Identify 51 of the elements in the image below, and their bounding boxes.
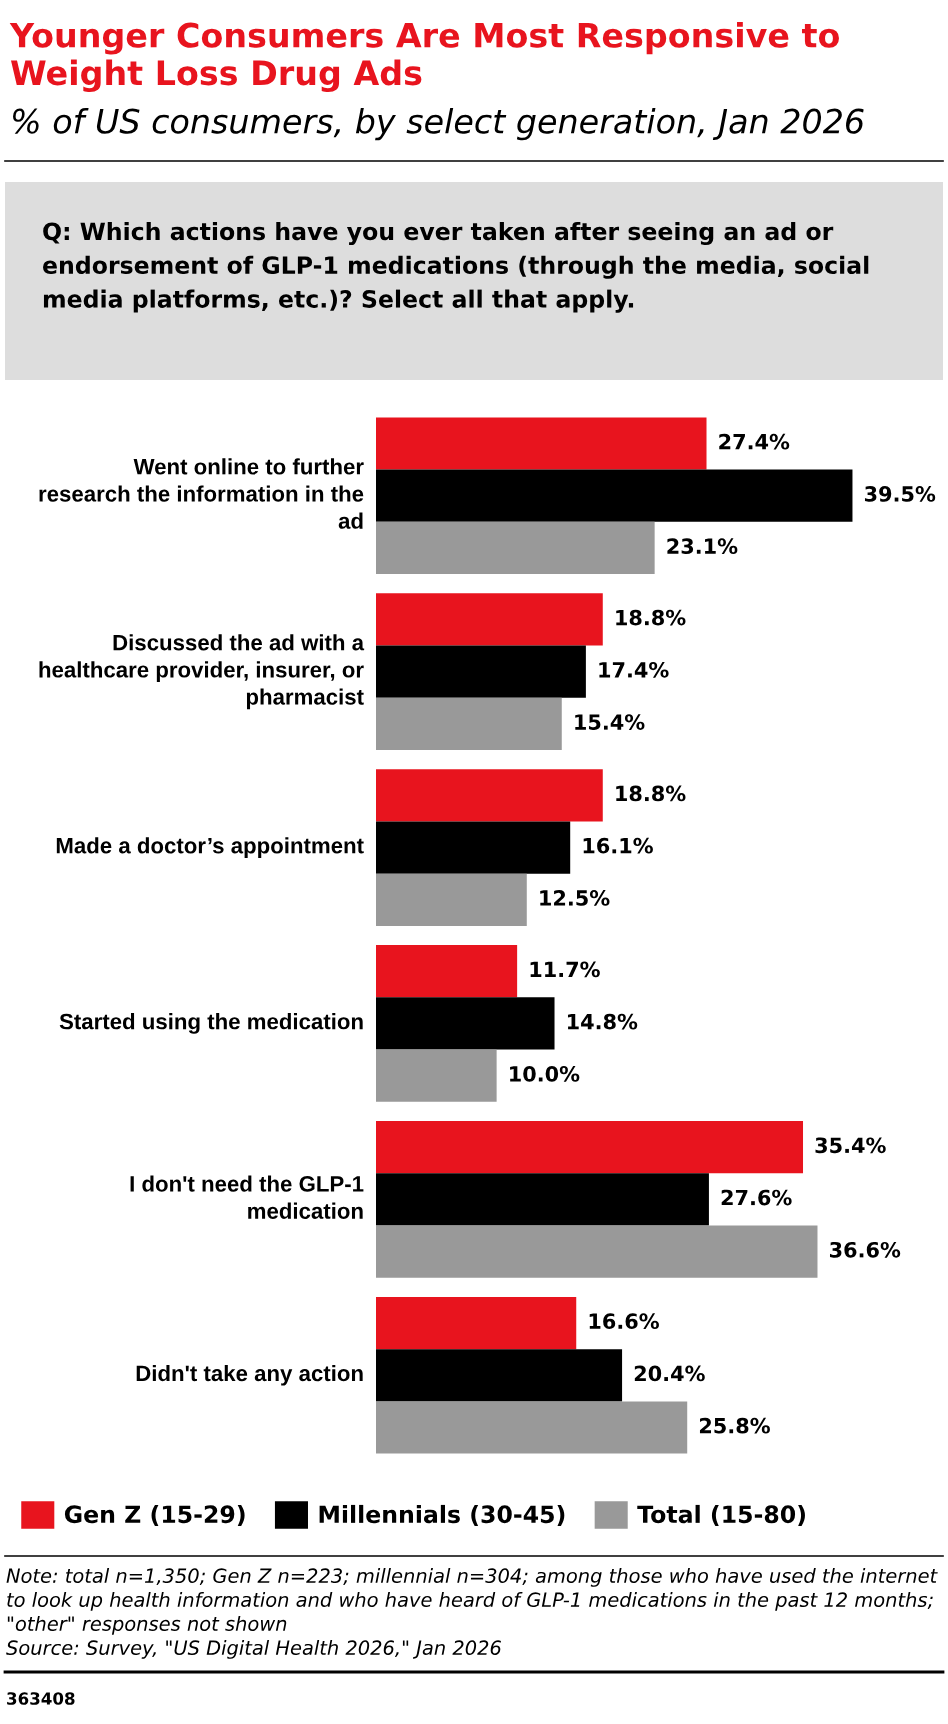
bar [376,997,555,1050]
text: 363408 [7,1692,75,1705]
bar [376,1225,818,1278]
data-label: 10.0% [510,1065,580,1082]
y-tick-label: Started using the medication [59,1013,363,1034]
data-label: 27.4% [719,433,790,450]
data-label: 25.8% [699,1417,770,1434]
chart-subtitle: % of US consumers, by select generation, Jan 2026 [13,108,864,141]
data-label: 12.5% [540,890,610,906]
data-label: 15.4% [575,714,645,730]
data-label: 36.6% [829,1241,901,1258]
chart-title: Younger Consumers Are Most Responsive to Weight Loss Drug Ads [9,22,839,93]
text: Q: Which actions have you ever taken after seeing an ad or endorsement of GLP-1 medications (through the media, social media platforms, etc.)? Select all that apply. [43,222,869,313]
data-label: 14.8% [567,1013,638,1030]
bar [376,1349,623,1402]
data-label: 16.1% [583,837,653,854]
data-label: 35.4% [815,1137,886,1154]
bar [376,1120,804,1174]
data-label: 39.5% [864,486,936,502]
bar [376,417,707,470]
legend-label: Gen Z (15-29) [64,1504,245,1526]
data-label: 16.6% [589,1313,659,1330]
legend-label: Millennials (30-45) [319,1504,565,1526]
data-label: 17.4% [599,661,669,678]
bar [376,645,586,698]
bar [376,1296,577,1350]
bar [376,1173,709,1226]
bar [376,1049,497,1102]
y-tick-label: I don't need the GLP-1 medication [130,1175,364,1219]
bar [376,1401,688,1454]
legend-label: Total (15-80) [637,1504,805,1526]
data-label: 23.1% [667,538,738,555]
bar [376,521,655,575]
data-label: 18.8% [616,785,686,802]
y-tick-label: Made a doctor’s appointment [56,837,364,858]
data-label: 20.4% [634,1365,705,1382]
data-label: 18.8% [616,609,686,626]
bar [376,945,518,998]
y-tick-label: Discussed the ad with a healthcare provider, insurer, or pharmacist [39,634,365,710]
y-tick-label: Went online to further research the information in the ad [39,458,364,529]
bar [376,821,571,874]
bar [376,469,853,522]
y-tick-label: Didn't take any action [136,1364,363,1386]
bar [376,769,603,822]
bar [376,697,562,751]
data-label: 11.7% [530,961,600,978]
bar [376,593,603,646]
source-note: Source: Survey, "US Digital Health 2026," Jan 2026 [6,1640,501,1659]
data-label: 27.6% [721,1189,792,1206]
bar [376,873,527,926]
text: Note: total n=1,350; Gen Z n=223; millennial n=304; among those who have used the internet to look up health information and who have heard of GLP-1 medications in the past 12 months; "other" responses not shown [6,1568,938,1635]
